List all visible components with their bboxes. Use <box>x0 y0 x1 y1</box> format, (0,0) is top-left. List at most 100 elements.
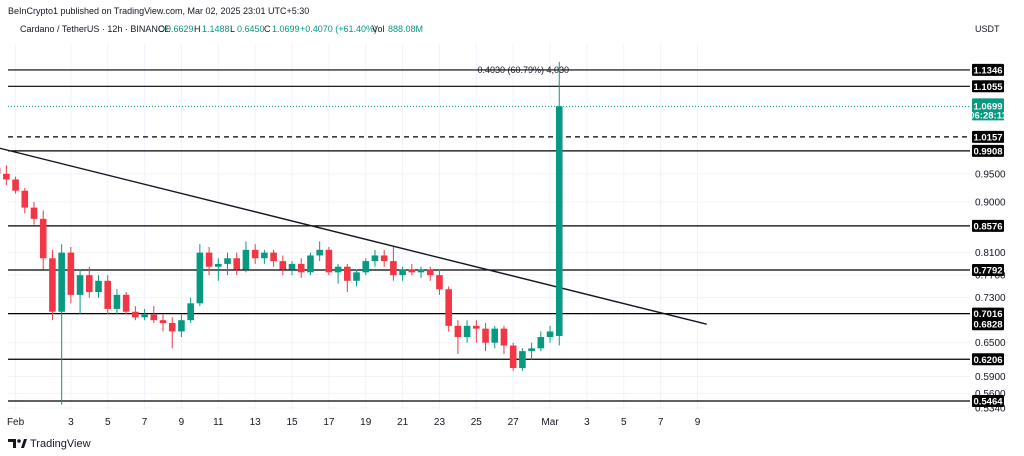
candle-body <box>371 255 379 262</box>
x-tick-label: 3 <box>584 417 590 428</box>
candle-body <box>482 328 489 343</box>
candle <box>205 247 213 276</box>
candle <box>233 252 241 276</box>
candle <box>528 342 535 360</box>
tradingview-brand[interactable]: TradingView <box>30 438 91 450</box>
x-tick-label: 7 <box>142 417 148 428</box>
trendline[interactable] <box>0 92 707 325</box>
candle-body <box>307 255 314 273</box>
y-tick-label: 0.9000 <box>975 197 1006 208</box>
y-tick-label: 0.7300 <box>975 293 1006 304</box>
x-axis-ticks: 17192123252729Feb3579111315171921232527M… <box>7 417 701 428</box>
close-label: C <box>264 24 271 34</box>
x-tick-label: 21 <box>397 417 409 428</box>
candle <box>537 331 545 352</box>
low-value: 0.6450 <box>237 24 265 34</box>
candle-body <box>196 252 204 304</box>
candle <box>187 297 194 324</box>
candle <box>509 342 517 371</box>
x-tick-label: 25 <box>471 417 483 428</box>
level-label: 0.8576 <box>973 221 1002 232</box>
candle <box>399 266 406 281</box>
candle <box>362 258 370 276</box>
candle <box>500 325 508 354</box>
candle <box>371 249 379 267</box>
symbol-title[interactable]: Cardano / TetherUS · 12h · BINANCE <box>20 24 170 34</box>
candle <box>21 187 29 214</box>
currency-label: USDT <box>975 24 1000 34</box>
candle <box>178 314 185 338</box>
y-tick-label: 0.5340 <box>975 404 1006 415</box>
level-label-bg <box>972 63 1004 76</box>
candle <box>270 249 277 267</box>
candle <box>390 247 397 281</box>
candle <box>104 275 112 315</box>
candle <box>95 275 102 298</box>
level-label-bg <box>972 144 1004 157</box>
candle-body <box>168 323 176 332</box>
x-tick-label: 9 <box>179 417 185 428</box>
candle-body <box>454 325 462 338</box>
candle-body <box>362 261 370 273</box>
candle-body <box>500 328 508 346</box>
published-by: BeInCrypto1 published on TradingView.com… <box>8 6 309 16</box>
candle-body <box>205 252 213 267</box>
x-tick-label: 3 <box>68 417 74 428</box>
y-tick-label: 0.9500 <box>975 169 1006 180</box>
candle <box>288 261 296 276</box>
candle-body <box>380 255 388 262</box>
y-tick-label: 0.5600 <box>975 389 1006 400</box>
candle <box>49 249 56 321</box>
candle <box>297 258 305 278</box>
candle <box>473 320 480 343</box>
x-tick-label: 7 <box>658 417 664 428</box>
candle-body <box>95 280 102 293</box>
candle <box>353 269 360 287</box>
y-tick-label: 0.5900 <box>975 372 1006 383</box>
dashed-level-label-bg <box>972 130 1004 143</box>
candle <box>380 249 388 267</box>
y-tick-label: 0.6500 <box>975 338 1006 349</box>
candle-body <box>3 173 10 180</box>
candle-body <box>67 252 75 295</box>
candle-body <box>408 269 416 273</box>
level-label-bg <box>972 395 1004 408</box>
candle-body <box>279 261 287 270</box>
x-tick-label: Mar <box>541 417 559 428</box>
candle <box>242 241 250 273</box>
x-tick-label: 27 <box>508 417 520 428</box>
open-value: 0.6629 <box>166 24 194 34</box>
move-annotation: 0.4030 (60.79%) 4,030 <box>477 65 569 75</box>
level-label-bg <box>972 219 1004 232</box>
candle <box>417 266 425 278</box>
change-value: +0.4070 (+61.40%) <box>300 24 377 34</box>
candle <box>132 306 139 321</box>
grid <box>8 44 970 410</box>
candle <box>58 244 65 405</box>
candle-body <box>417 269 425 273</box>
candle <box>159 314 167 332</box>
candle-body <box>30 207 38 219</box>
candle-body <box>436 275 443 290</box>
x-tick-label: 23 <box>434 417 446 428</box>
candle-body <box>316 249 323 256</box>
candle-body <box>426 269 434 276</box>
candle-body <box>390 261 397 276</box>
candle-body <box>49 258 56 312</box>
x-tick-label: 5 <box>621 417 627 428</box>
candle-body <box>288 263 296 270</box>
level-label: 0.9908 <box>973 146 1002 157</box>
candle <box>463 320 471 343</box>
candle-body <box>546 331 554 338</box>
candle <box>261 249 268 264</box>
candle <box>546 325 554 343</box>
candle-body <box>528 348 535 352</box>
candle <box>344 263 351 293</box>
volume-label: Vol <box>372 24 385 34</box>
high-label: H <box>194 24 201 34</box>
level-label-bg <box>972 307 1004 320</box>
candle-body <box>21 190 29 208</box>
x-tick-label: 5 <box>105 417 111 428</box>
candle <box>555 61 563 346</box>
